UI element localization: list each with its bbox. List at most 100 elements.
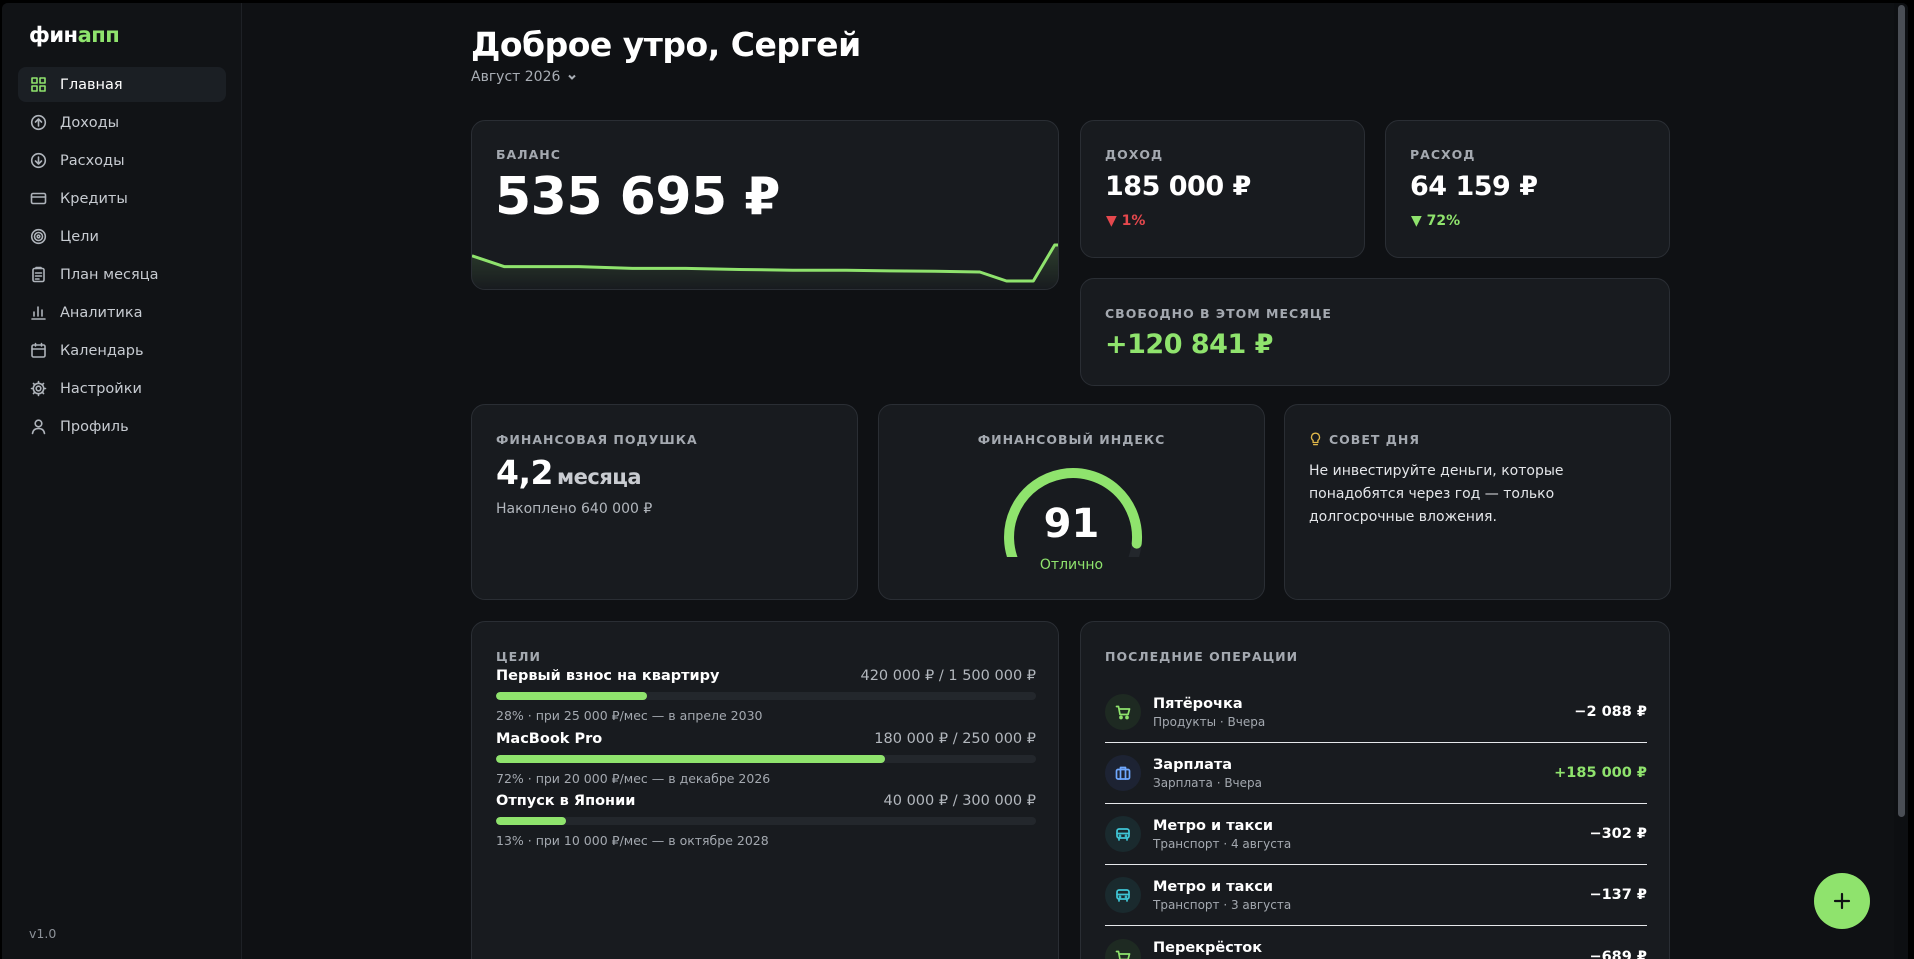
goal-item[interactable]: Первый взнос на квартиру 420 000 ₽ / 1 50… bbox=[496, 668, 1036, 723]
operation-subtitle: Транспорт · 4 августа bbox=[1153, 836, 1292, 851]
balance-sparkline bbox=[472, 243, 1058, 289]
add-operation-button[interactable] bbox=[1814, 873, 1870, 929]
scrollbar-thumb[interactable] bbox=[1898, 5, 1905, 817]
sidebar-item-label: Цели bbox=[60, 228, 99, 245]
goal-progress-bar bbox=[496, 692, 1036, 700]
goal-meta: 13% · при 10 000 ₽/мес — в октябре 2028 bbox=[496, 833, 769, 848]
balance-label: БАЛАНС bbox=[496, 147, 561, 162]
operation-amount: −689 ₽ bbox=[1589, 948, 1647, 959]
tip-card: СОВЕТ ДНЯ Не инвестируйте деньги, которы… bbox=[1284, 404, 1671, 600]
operation-amount: +185 000 ₽ bbox=[1554, 765, 1647, 781]
operation-amount: −302 ₽ bbox=[1589, 826, 1647, 842]
logo-part2: апп bbox=[77, 23, 120, 47]
operation-row[interactable]: Пятёрочка Продукты · Вчера −2 088 ₽ bbox=[1105, 682, 1647, 743]
briefcase-icon bbox=[1115, 766, 1131, 780]
operation-title: Пятёрочка bbox=[1153, 695, 1243, 712]
plus-icon bbox=[1833, 892, 1851, 910]
sidebar-item-0[interactable]: Главная bbox=[18, 67, 226, 102]
operation-amount: −2 088 ₽ bbox=[1574, 704, 1647, 720]
greeting-title: Доброе утро, Сергей bbox=[471, 25, 861, 64]
cart-icon bbox=[1115, 950, 1131, 959]
income-value: 185 000 ₽ bbox=[1105, 171, 1251, 202]
sidebar-item-label: Настройки bbox=[60, 380, 142, 397]
goals-label: ЦЕЛИ bbox=[496, 649, 541, 664]
cushion-unit: месяца bbox=[556, 465, 642, 489]
app-logo[interactable]: финапп bbox=[29, 23, 120, 47]
sidebar-item-label: Главная bbox=[60, 76, 123, 93]
sidebar-item-1[interactable]: Доходы bbox=[18, 105, 226, 140]
operations-list: Пятёрочка Продукты · Вчера −2 088 ₽ Зарплат… bbox=[1105, 682, 1647, 959]
bus-icon bbox=[1116, 828, 1130, 841]
sidebar-item-6[interactable]: Аналитика bbox=[18, 295, 226, 330]
free-money-card[interactable]: СВОБОДНО В ЭТОМ МЕСЯЦЕ +120 841 ₽ bbox=[1080, 278, 1670, 386]
income-delta: ▼ 1% bbox=[1106, 213, 1146, 229]
operation-row[interactable]: Метро и такси Транспорт · 4 августа −302 ₽ bbox=[1105, 804, 1647, 865]
sidebar-item-8[interactable]: Настройки bbox=[18, 371, 226, 406]
app-version: v1.0 bbox=[29, 926, 57, 941]
logo-part1: фин bbox=[29, 23, 78, 47]
credit-card-icon bbox=[30, 192, 47, 205]
month-label: Август 2026 bbox=[471, 69, 561, 85]
operation-row[interactable]: Метро и такси Транспорт · 3 августа −137 ₽ bbox=[1105, 865, 1647, 926]
operation-amount: −137 ₽ bbox=[1589, 887, 1647, 903]
operation-subtitle: Зарплата · Вчера bbox=[1153, 775, 1262, 790]
tip-text: Не инвестируйте деньги, которые понадобя… bbox=[1309, 463, 1564, 525]
operation-title: Метро и такси bbox=[1153, 817, 1274, 834]
operation-row[interactable]: Зарплата Зарплата · Вчера +185 000 ₽ bbox=[1105, 743, 1647, 804]
balance-value: 535 695 ₽ bbox=[495, 167, 780, 227]
operation-subtitle: Продукты · Вчера bbox=[1153, 714, 1266, 729]
goal-name: MacBook Pro bbox=[496, 730, 603, 747]
operation-subtitle: Транспорт · 3 августа bbox=[1153, 897, 1292, 912]
expense-label: РАСХОД bbox=[1410, 147, 1476, 162]
page-scrollbar[interactable] bbox=[1894, 3, 1908, 959]
sidebar-item-5[interactable]: План месяца bbox=[18, 257, 226, 292]
goal-progress-bar bbox=[496, 754, 1036, 763]
balance-card[interactable]: БАЛАНС 535 695 ₽ bbox=[471, 120, 1059, 290]
goal-amount: 180 000 ₽ / 250 000 ₽ bbox=[874, 730, 1036, 747]
operation-row[interactable]: ПерекрёстокПродукты · 3 августа−689 ₽ bbox=[1105, 926, 1647, 959]
financial-index-card[interactable]: ФИНАНСОВЫЙ ИНДЕКС 91 Отлично bbox=[878, 404, 1265, 600]
arrow-down-circle-icon bbox=[30, 152, 47, 169]
lightbulb-icon bbox=[1310, 432, 1321, 446]
chevron-down-icon bbox=[568, 74, 577, 80]
cushion-value: 4,2 месяца bbox=[496, 453, 642, 492]
app-window: финапп Главная Доходы Расходы Кредиты Цели Пл… bbox=[2, 3, 1908, 959]
month-selector[interactable]: Август 2026 bbox=[471, 69, 578, 85]
sidebar-item-label: Кредиты bbox=[60, 190, 128, 207]
goal-progress-fill bbox=[496, 692, 648, 700]
index-rating: Отлично bbox=[1039, 557, 1104, 573]
goals-card: ЦЕЛИ Первый взнос на квартиру 420 000 ₽ /… bbox=[471, 621, 1059, 959]
cushion-card[interactable]: ФИНАНСОВАЯ ПОДУШКА 4,2 месяца Накоплено 6… bbox=[471, 404, 858, 600]
sidebar-item-9[interactable]: Профиль bbox=[18, 409, 226, 444]
goal-item[interactable]: Отпуск в Японии 40 000 ₽ / 300 000 ₽ 13% ·… bbox=[496, 793, 1036, 848]
goal-progress-bar bbox=[496, 817, 1036, 825]
income-label: ДОХОД bbox=[1105, 147, 1164, 162]
main-content: Доброе утро, Сергей Август 2026 БАЛАНС 5… bbox=[242, 3, 1908, 959]
operation-icon-wrap bbox=[1105, 694, 1141, 730]
sidebar-item-4[interactable]: Цели bbox=[18, 219, 226, 254]
tip-label: СОВЕТ ДНЯ bbox=[1329, 432, 1420, 447]
free-label: СВОБОДНО В ЭТОМ МЕСЯЦЕ bbox=[1105, 306, 1332, 321]
sidebar: финапп Главная Доходы Расходы Кредиты Цели Пл… bbox=[2, 3, 242, 959]
expense-card[interactable]: РАСХОД 64 159 ₽ ▼ 72% bbox=[1385, 120, 1670, 258]
sidebar-item-label: Календарь bbox=[60, 342, 144, 359]
sidebar-item-7[interactable]: Календарь bbox=[18, 333, 226, 368]
operation-icon-wrap bbox=[1105, 816, 1141, 852]
sidebar-item-2[interactable]: Расходы bbox=[18, 143, 226, 178]
expense-value: 64 159 ₽ bbox=[1410, 171, 1538, 202]
goal-progress-fill bbox=[496, 754, 885, 763]
operation-icon-wrap bbox=[1105, 755, 1141, 791]
free-value: +120 841 ₽ bbox=[1105, 329, 1273, 360]
arrow-up-circle-icon bbox=[30, 114, 47, 131]
goal-item[interactable]: MacBook Pro 180 000 ₽ / 250 000 ₽ 72% · пр… bbox=[496, 731, 1036, 786]
operations-label: ПОСЛЕДНИЕ ОПЕРАЦИИ bbox=[1105, 649, 1299, 664]
sidebar-item-3[interactable]: Кредиты bbox=[18, 181, 226, 216]
index-label: ФИНАНСОВЫЙ ИНДЕКС bbox=[977, 432, 1166, 447]
index-gauge bbox=[1004, 468, 1143, 557]
operation-icon-wrap bbox=[1105, 877, 1141, 913]
operation-title: Перекрёсток bbox=[1153, 940, 1263, 956]
bar-chart-icon bbox=[31, 306, 46, 320]
grid-icon bbox=[31, 77, 46, 92]
income-card[interactable]: ДОХОД 185 000 ₽ ▼ 1% bbox=[1080, 120, 1365, 258]
index-score: 91 bbox=[1043, 501, 1100, 547]
